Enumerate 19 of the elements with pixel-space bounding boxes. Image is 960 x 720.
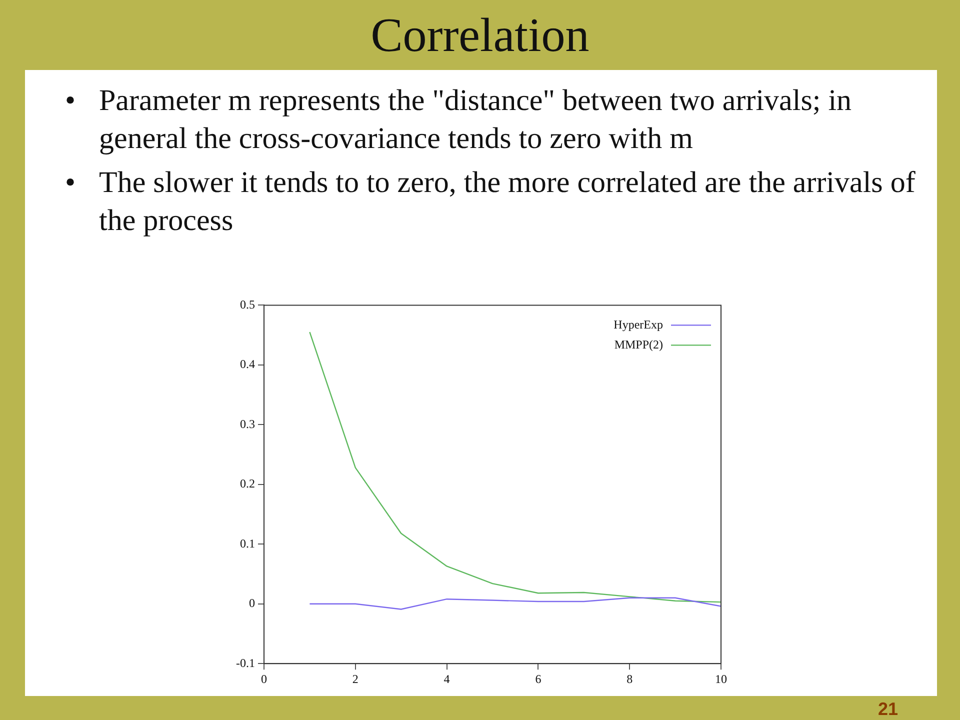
text: 21 (878, 699, 898, 720)
x-tick-label: 2 (352, 672, 358, 686)
chart-title: Correlation (370, 8, 590, 63)
x-tick-label: 8 (626, 672, 633, 686)
text: • The slower it tends to to zero, the more correlated are the arrivals of the process (65, 165, 916, 239)
legend-label: HyperExp (614, 317, 663, 332)
y-tick-label: 0.5 (240, 297, 255, 312)
legend-label: MMPP(2) (614, 337, 663, 352)
x-tick-label: 0 (260, 672, 267, 686)
y-tick-label: 0 (248, 596, 255, 610)
y-tick-label: 0.1 (240, 536, 255, 550)
y-tick-label: 0.3 (240, 416, 255, 431)
x-tick-label: 10 (715, 672, 727, 686)
x-tick-label: 6 (535, 672, 542, 686)
y-tick-label: -0.1 (236, 656, 255, 670)
x-tick-label: 4 (444, 672, 450, 686)
y-tick-label: 0.4 (240, 357, 255, 372)
y-tick-label: 0.2 (240, 476, 255, 491)
text: • Parameter m represents the "distance" between two arrivals; in general the cross-covariance tends to zero with m (65, 83, 853, 157)
